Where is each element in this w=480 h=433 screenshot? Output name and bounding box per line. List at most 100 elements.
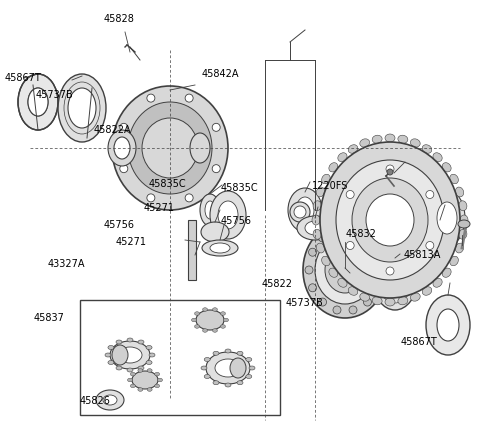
Ellipse shape: [460, 215, 468, 225]
Ellipse shape: [206, 352, 250, 384]
Ellipse shape: [410, 293, 420, 301]
Ellipse shape: [110, 341, 150, 369]
Ellipse shape: [128, 102, 212, 194]
Text: 45822: 45822: [262, 278, 293, 289]
Ellipse shape: [220, 312, 226, 315]
Ellipse shape: [422, 287, 432, 295]
Circle shape: [309, 284, 317, 292]
Circle shape: [426, 191, 434, 198]
Circle shape: [386, 165, 394, 173]
Ellipse shape: [205, 201, 215, 219]
Circle shape: [147, 194, 155, 202]
Ellipse shape: [456, 187, 464, 197]
Circle shape: [147, 94, 155, 102]
Ellipse shape: [58, 74, 106, 142]
Ellipse shape: [204, 375, 210, 378]
Ellipse shape: [433, 153, 442, 162]
Ellipse shape: [237, 381, 243, 385]
Bar: [188, 220, 196, 280]
Ellipse shape: [458, 220, 470, 228]
Ellipse shape: [18, 74, 58, 130]
Ellipse shape: [146, 361, 152, 365]
Circle shape: [120, 123, 128, 131]
Text: 45737B: 45737B: [36, 90, 74, 100]
Circle shape: [386, 267, 394, 275]
Ellipse shape: [373, 250, 417, 310]
Ellipse shape: [138, 368, 143, 372]
Ellipse shape: [372, 297, 382, 305]
Ellipse shape: [303, 222, 387, 318]
Ellipse shape: [429, 190, 465, 246]
Ellipse shape: [398, 297, 408, 305]
Ellipse shape: [108, 130, 136, 166]
Circle shape: [333, 306, 341, 314]
Ellipse shape: [147, 368, 152, 372]
Ellipse shape: [372, 135, 382, 143]
Ellipse shape: [316, 187, 324, 197]
Ellipse shape: [213, 351, 219, 355]
Ellipse shape: [297, 216, 333, 240]
Ellipse shape: [322, 256, 330, 266]
Text: 1220FS: 1220FS: [312, 181, 348, 191]
Circle shape: [426, 242, 434, 249]
Ellipse shape: [215, 359, 241, 377]
Text: 45813A: 45813A: [403, 250, 441, 261]
Ellipse shape: [155, 372, 160, 376]
Ellipse shape: [450, 256, 458, 266]
Ellipse shape: [108, 346, 114, 349]
Ellipse shape: [210, 191, 246, 239]
Ellipse shape: [218, 201, 238, 229]
Ellipse shape: [103, 395, 117, 405]
Ellipse shape: [422, 145, 432, 153]
Ellipse shape: [348, 287, 358, 295]
Text: 45867T: 45867T: [401, 337, 438, 347]
Ellipse shape: [105, 353, 111, 357]
Ellipse shape: [202, 240, 238, 256]
Ellipse shape: [192, 318, 196, 322]
Ellipse shape: [230, 358, 246, 378]
Ellipse shape: [459, 229, 467, 239]
Ellipse shape: [246, 375, 252, 378]
Circle shape: [363, 234, 372, 242]
Circle shape: [373, 284, 382, 292]
Ellipse shape: [315, 236, 375, 304]
Ellipse shape: [138, 340, 144, 344]
Circle shape: [319, 298, 326, 306]
Text: 45756: 45756: [103, 220, 134, 230]
Text: 45271: 45271: [115, 237, 146, 248]
Text: 45756: 45756: [221, 216, 252, 226]
Ellipse shape: [118, 347, 142, 363]
Ellipse shape: [296, 197, 314, 223]
Ellipse shape: [204, 358, 210, 362]
Ellipse shape: [190, 133, 210, 163]
Text: 45822A: 45822A: [94, 125, 131, 135]
Ellipse shape: [348, 145, 358, 153]
Ellipse shape: [194, 325, 200, 328]
Ellipse shape: [312, 215, 320, 225]
Ellipse shape: [203, 329, 207, 332]
Ellipse shape: [313, 201, 321, 211]
Ellipse shape: [114, 137, 130, 159]
Circle shape: [346, 242, 354, 249]
Ellipse shape: [325, 247, 365, 293]
Text: 45826: 45826: [79, 395, 110, 406]
Ellipse shape: [336, 160, 444, 280]
Circle shape: [212, 123, 220, 131]
Ellipse shape: [203, 308, 207, 311]
Ellipse shape: [225, 383, 231, 387]
Ellipse shape: [426, 295, 470, 355]
Ellipse shape: [131, 384, 135, 388]
Circle shape: [333, 226, 341, 234]
Ellipse shape: [385, 298, 395, 306]
Text: 43327A: 43327A: [48, 259, 85, 269]
Ellipse shape: [128, 378, 132, 382]
Circle shape: [120, 165, 128, 173]
Ellipse shape: [138, 388, 143, 391]
Ellipse shape: [316, 243, 324, 253]
Ellipse shape: [383, 263, 407, 297]
Ellipse shape: [155, 384, 160, 388]
Circle shape: [373, 248, 382, 256]
Ellipse shape: [442, 163, 451, 172]
Ellipse shape: [225, 349, 231, 353]
Circle shape: [290, 202, 310, 222]
